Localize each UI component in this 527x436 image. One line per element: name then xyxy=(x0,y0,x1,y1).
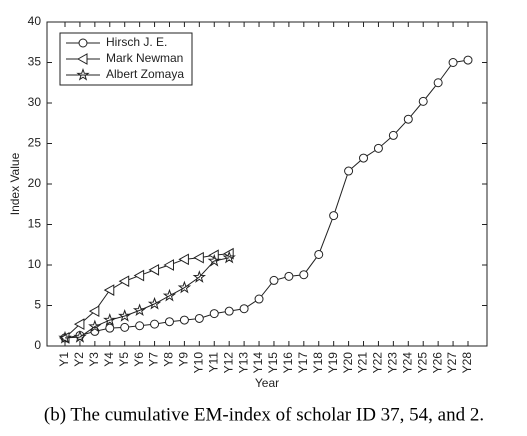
y-tick-label: 40 xyxy=(28,14,42,28)
marker xyxy=(58,330,72,344)
marker xyxy=(73,318,85,330)
marker xyxy=(194,313,204,323)
marker xyxy=(193,251,204,264)
marker xyxy=(103,284,115,296)
legend-label: Mark Newman xyxy=(106,51,183,65)
y-tick-label: 10 xyxy=(28,257,42,271)
marker xyxy=(135,321,145,331)
legend-label: Albert Zomaya xyxy=(106,67,184,81)
marker xyxy=(148,264,160,276)
caption: (b) The cumulative EM-index of scholar I… xyxy=(44,404,484,425)
marker xyxy=(147,296,162,310)
x-tick-label: Y3 xyxy=(87,352,101,367)
x-tick-label: Y1 xyxy=(57,352,71,367)
x-axis-label: Year xyxy=(255,376,279,390)
marker xyxy=(418,96,428,106)
y-tick-label: 15 xyxy=(28,217,42,231)
x-tick-label: Y8 xyxy=(162,352,176,367)
marker xyxy=(463,55,473,65)
x-tick-label: Y7 xyxy=(147,352,161,367)
marker xyxy=(88,305,100,318)
y-tick-label: 20 xyxy=(28,176,42,190)
y-tick-label: 35 xyxy=(28,55,42,69)
marker xyxy=(179,315,189,325)
marker xyxy=(103,313,117,326)
marker xyxy=(403,114,413,124)
x-tick-label: Y5 xyxy=(117,352,131,367)
series-line xyxy=(64,257,230,339)
marker xyxy=(448,58,458,67)
x-tick-label: Y9 xyxy=(177,352,191,367)
x-tick-label: Y17 xyxy=(296,352,310,374)
marker xyxy=(433,78,443,88)
marker xyxy=(164,317,174,327)
x-tick-label: Y27 xyxy=(445,352,459,374)
x-tick-label: Y21 xyxy=(356,352,370,374)
x-tick-label: Y20 xyxy=(341,352,355,374)
y-tick-label: 5 xyxy=(34,298,41,312)
x-tick-label: Y13 xyxy=(236,352,250,374)
legend-marker xyxy=(76,67,90,81)
x-tick-label: Y23 xyxy=(386,352,400,374)
x-tick-label: Y12 xyxy=(221,352,235,374)
marker xyxy=(299,270,309,280)
marker xyxy=(73,330,87,343)
x-tick-label: Y18 xyxy=(311,352,325,374)
legend-marker xyxy=(78,38,88,48)
marker xyxy=(132,303,147,317)
marker xyxy=(224,306,234,316)
x-tick-label: Y11 xyxy=(206,352,220,373)
marker xyxy=(192,270,207,283)
x-tick-label: Y2 xyxy=(72,352,86,367)
marker xyxy=(120,322,130,332)
marker xyxy=(133,269,145,282)
x-tick-label: Y19 xyxy=(326,352,340,374)
marker xyxy=(344,166,354,176)
marker xyxy=(163,259,174,271)
x-tick-label: Y10 xyxy=(192,352,206,374)
series-line xyxy=(64,59,469,339)
marker xyxy=(359,153,369,163)
x-tick-label: Y28 xyxy=(460,352,474,374)
marker xyxy=(222,250,236,264)
marker xyxy=(162,288,177,302)
y-tick-label: 25 xyxy=(28,136,42,150)
marker xyxy=(388,130,398,140)
marker xyxy=(118,275,130,288)
y-tick-label: 30 xyxy=(28,95,42,109)
marker xyxy=(105,323,115,333)
y-axis-label: Index Value xyxy=(8,152,22,215)
y-tick-label: 0 xyxy=(34,338,41,352)
marker xyxy=(373,143,383,153)
x-tick-label: Y6 xyxy=(132,352,146,367)
x-tick-label: Y15 xyxy=(266,352,280,374)
marker xyxy=(150,319,160,329)
marker xyxy=(90,326,100,336)
x-tick-label: Y22 xyxy=(371,352,385,374)
marker xyxy=(88,319,102,333)
legend-marker xyxy=(76,53,88,65)
marker xyxy=(254,294,264,304)
x-tick-label: Y25 xyxy=(415,352,429,374)
marker xyxy=(329,211,339,221)
marker xyxy=(284,271,294,281)
legend-label: Hirsch J. E. xyxy=(106,35,167,49)
marker xyxy=(314,249,324,259)
marker xyxy=(177,280,192,294)
marker xyxy=(118,309,132,322)
marker xyxy=(207,253,221,267)
x-tick-label: Y24 xyxy=(400,352,414,374)
x-tick-label: Y16 xyxy=(281,352,295,374)
marker xyxy=(209,309,219,319)
x-tick-label: Y4 xyxy=(102,352,116,367)
marker xyxy=(269,275,279,285)
marker xyxy=(239,304,249,314)
x-tick-label: Y26 xyxy=(430,352,444,374)
x-tick-label: Y14 xyxy=(251,352,265,374)
marker xyxy=(178,253,189,266)
